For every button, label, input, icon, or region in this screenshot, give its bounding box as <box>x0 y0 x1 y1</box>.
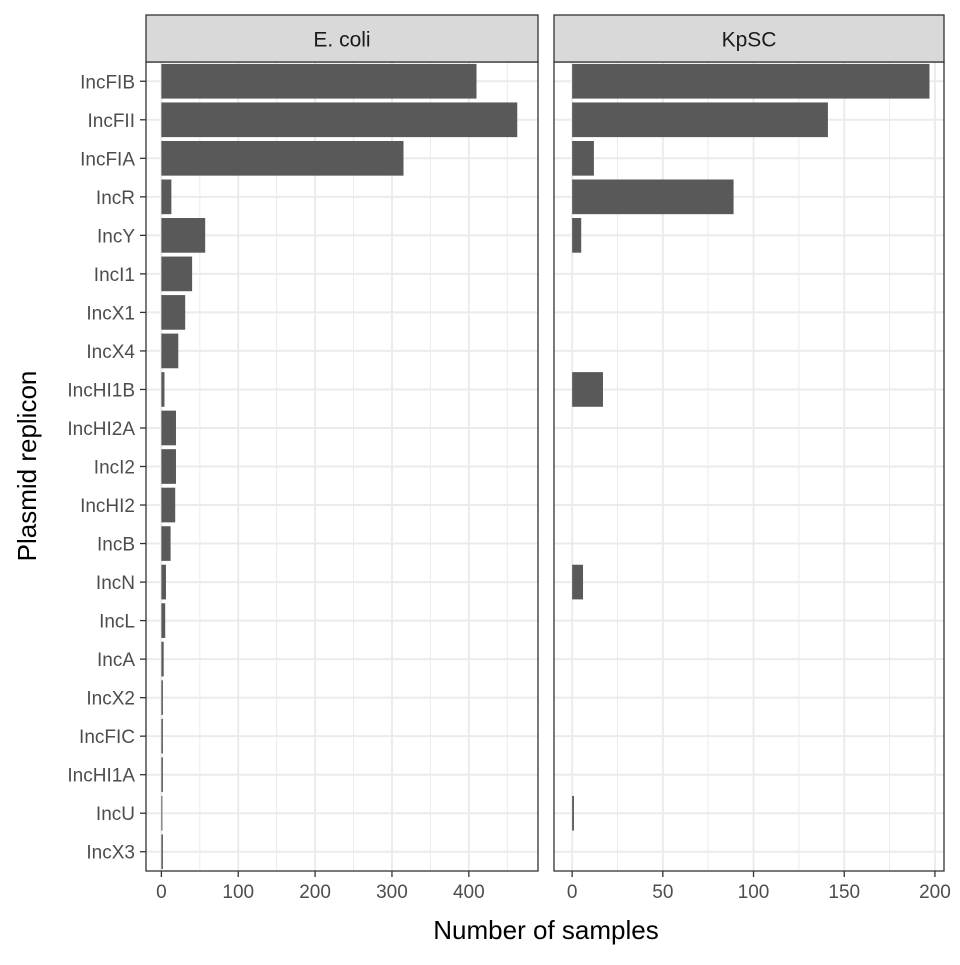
y-tick-label: IncFIA <box>80 149 135 170</box>
bar <box>161 487 176 523</box>
x-axis-title: Number of samples <box>433 915 658 945</box>
bar <box>572 795 574 831</box>
bar <box>161 757 163 793</box>
facet-panel: E. coli 0 100 200 300 400 <box>145 14 539 903</box>
bar <box>572 63 930 99</box>
y-tick-label: IncFIB <box>80 72 135 93</box>
y-tick-label: IncHI1B <box>67 380 135 401</box>
facet-strip-label: E. coli <box>313 29 370 52</box>
bar <box>161 410 176 446</box>
y-tick-label: IncFIC <box>79 727 135 748</box>
y-tick-label: IncY <box>97 226 135 247</box>
bar <box>161 179 172 215</box>
y-tick-label: IncHI2 <box>80 496 135 517</box>
bar <box>161 256 193 292</box>
bar <box>572 179 734 215</box>
x-tick-label: 200 <box>299 882 331 903</box>
y-tick-label: IncI2 <box>94 458 135 479</box>
x-tick-label: 0 <box>156 882 167 903</box>
bar <box>161 795 163 831</box>
bar <box>572 102 828 138</box>
bar <box>161 526 171 561</box>
bar <box>161 641 164 677</box>
bar <box>572 218 582 253</box>
x-tick-label: 50 <box>652 882 673 903</box>
x-tick-label: 0 <box>567 882 578 903</box>
y-axis-title: Plasmid replicon <box>12 371 42 562</box>
bar <box>161 218 206 253</box>
y-tick-label: IncX3 <box>86 843 135 864</box>
bar <box>161 333 179 369</box>
bar <box>161 834 163 870</box>
x-tick-label: 200 <box>919 882 951 903</box>
bar <box>161 102 518 138</box>
bar <box>161 680 163 715</box>
facet-strip-label: KpSC <box>722 29 777 52</box>
bar <box>161 295 186 330</box>
x-tick-label: 100 <box>738 882 770 903</box>
bar <box>161 564 166 600</box>
y-tick-label: IncFII <box>87 111 135 132</box>
bar <box>161 449 176 484</box>
facet-panel: KpSC 0 50 100 150 200 <box>553 14 951 903</box>
bar <box>161 372 165 407</box>
bar <box>572 564 584 600</box>
bar <box>572 372 603 407</box>
y-tick-label: IncA <box>97 650 135 671</box>
x-tick-label: 100 <box>222 882 254 903</box>
bar <box>161 603 166 638</box>
y-tick-label: IncB <box>97 535 135 556</box>
y-tick-label: IncHI2A <box>67 419 135 440</box>
y-tick-label: IncI1 <box>94 265 135 286</box>
y-tick-label: IncL <box>99 612 135 633</box>
bar <box>161 718 163 754</box>
bar <box>161 140 404 176</box>
y-tick-label: IncR <box>96 188 135 209</box>
y-tick-label: IncU <box>96 804 135 825</box>
y-tick-label: IncN <box>96 573 135 594</box>
facet-strip <box>145 14 539 63</box>
facet-strip <box>553 14 945 63</box>
y-tick-label: IncX2 <box>86 689 135 710</box>
y-tick-label: IncX4 <box>86 342 135 363</box>
bar <box>161 63 477 99</box>
x-tick-label: 150 <box>828 882 860 903</box>
x-tick-label: 400 <box>453 882 485 903</box>
y-tick-label: IncX1 <box>86 303 135 324</box>
y-tick-label: IncHI1A <box>67 766 135 787</box>
x-tick-label: 300 <box>376 882 408 903</box>
bar <box>572 140 594 176</box>
